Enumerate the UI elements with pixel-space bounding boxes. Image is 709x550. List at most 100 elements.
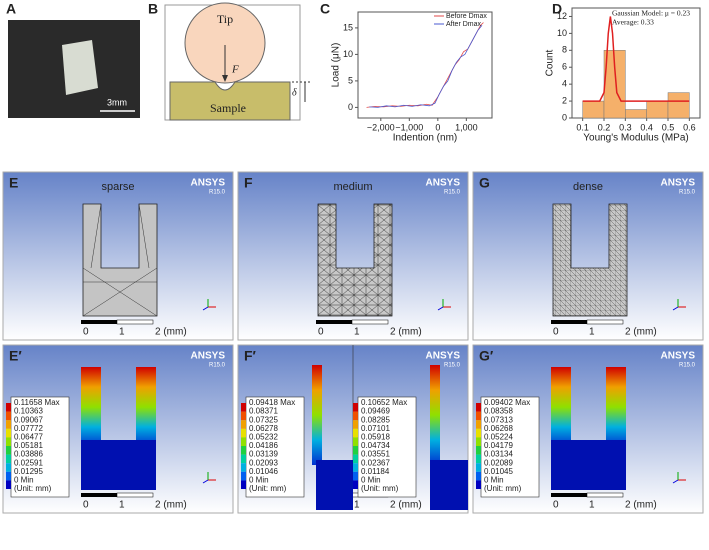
base-block xyxy=(430,460,468,510)
legend-swatch xyxy=(353,428,358,438)
data-line xyxy=(369,24,483,108)
legend-swatch xyxy=(241,454,246,464)
x-tick-label: 0.6 xyxy=(683,122,696,132)
sample-block xyxy=(169,81,291,121)
scale-bar-white xyxy=(116,492,154,498)
legend-box xyxy=(357,396,417,498)
scale-bar-white xyxy=(586,319,624,325)
x-tick-label: 0.1 xyxy=(576,122,589,132)
legend-entry: 0.09067 xyxy=(14,415,43,424)
version: R15.0 xyxy=(679,363,696,369)
legend-box xyxy=(10,396,70,498)
panel-label: F′ xyxy=(244,348,257,364)
mesh-body xyxy=(552,203,628,317)
legend-entry: 0.03134 xyxy=(484,450,513,459)
sample-label: Sample xyxy=(210,101,246,115)
brand: ANSYS xyxy=(661,178,696,189)
arm xyxy=(81,367,101,447)
arm xyxy=(430,365,440,465)
legend-swatch xyxy=(6,420,11,429)
panel-label: F xyxy=(244,175,253,191)
legend-entry: 0.07313 xyxy=(484,415,513,424)
legend-entry: 0.06278 xyxy=(249,424,278,433)
brand: ANSYS xyxy=(191,351,226,362)
legend-entry: 0.09402 Max xyxy=(484,398,530,407)
legend-swatch xyxy=(6,437,11,446)
legend-entry: 0.03551 xyxy=(361,450,390,459)
scale-label: 3mm xyxy=(107,97,127,107)
scale-bar-black xyxy=(81,320,117,324)
brand: ANSYS xyxy=(426,351,461,362)
legend-entry: 0.03886 xyxy=(14,450,43,459)
legend-entry: 0 Min xyxy=(249,476,269,485)
scale-bar-black xyxy=(316,320,352,324)
arm xyxy=(551,367,571,447)
panel-label: E′ xyxy=(9,348,22,364)
legend-swatch xyxy=(241,411,246,421)
y-tick-label: 6 xyxy=(562,62,567,72)
legend-entry: 0.02367 xyxy=(361,458,390,467)
y-tick-label: 0 xyxy=(348,102,353,112)
annotation: Gaussian Model: μ = 0.23 xyxy=(612,9,690,18)
scale-bar-white xyxy=(586,492,624,498)
fit-curve xyxy=(582,16,690,102)
legend-swatch xyxy=(476,437,481,446)
scale-label: 1 xyxy=(589,327,595,338)
scale-label: 1 xyxy=(119,327,125,338)
mesh-edges xyxy=(82,203,158,317)
arm xyxy=(312,365,322,465)
legend-swatch xyxy=(353,463,358,472)
base-block xyxy=(551,440,626,490)
x-tick-label: 0.2 xyxy=(598,122,611,132)
plot-frame xyxy=(357,11,493,119)
panel-label: G xyxy=(479,175,490,191)
version: R15.0 xyxy=(444,363,461,369)
axis-triad xyxy=(202,479,209,484)
legend-swatch xyxy=(241,437,246,446)
legend-entry: 0 Min xyxy=(484,476,504,485)
base-block xyxy=(81,440,156,490)
legend-entry: 0.09469 xyxy=(361,407,390,416)
arm xyxy=(606,367,626,447)
x-tick-label: 0.5 xyxy=(662,122,675,132)
y-tick-label: 0 xyxy=(562,112,567,122)
y-tick-label: 2 xyxy=(562,95,567,105)
x-tick-label: 1,000 xyxy=(455,122,478,132)
legend-swatch xyxy=(353,411,358,421)
legend-entry: 0.04186 xyxy=(249,441,278,450)
legend-entry: 0.03139 xyxy=(249,450,278,459)
arrow-head xyxy=(222,75,228,82)
y-tick-label: 4 xyxy=(562,79,567,89)
axis-triad xyxy=(437,306,444,311)
version: R15.0 xyxy=(209,190,226,196)
legend-entry: 0.09418 Max xyxy=(249,398,295,407)
sample-photo xyxy=(62,40,98,95)
legend-swatch xyxy=(476,480,481,489)
legend-swatch xyxy=(241,446,246,455)
y-axis-label: Load (μN) xyxy=(331,43,342,88)
y-tick-label: 10 xyxy=(557,28,567,38)
panel-label: D xyxy=(552,1,562,17)
x-tick-label: 0 xyxy=(435,122,440,132)
annotation: Average: 0.33 xyxy=(612,18,654,27)
legend-swatch xyxy=(6,480,11,489)
hist-bar xyxy=(667,92,690,119)
legend-swatch xyxy=(476,446,481,455)
legend-entry: 0.01045 xyxy=(484,467,513,476)
scale-label: 2 (mm) xyxy=(390,500,422,511)
legend-entry: 0.10363 xyxy=(14,407,43,416)
legend-swatch xyxy=(6,454,11,464)
legend-entry: 0.02093 xyxy=(249,458,278,467)
x-tick-label: −1,000 xyxy=(395,122,423,132)
legend-entry: 0 Min xyxy=(14,476,34,485)
legend-swatch xyxy=(353,403,358,412)
legend-swatch xyxy=(476,463,481,472)
axis-triad xyxy=(202,306,209,311)
legend-unit: (Unit: mm) xyxy=(249,484,287,493)
scale-label: 2 (mm) xyxy=(155,327,187,338)
legend-entry: 0.06268 xyxy=(484,424,513,433)
legend-swatch xyxy=(476,471,481,481)
legend-swatch xyxy=(353,471,358,481)
y-tick-label: 10 xyxy=(343,49,353,59)
